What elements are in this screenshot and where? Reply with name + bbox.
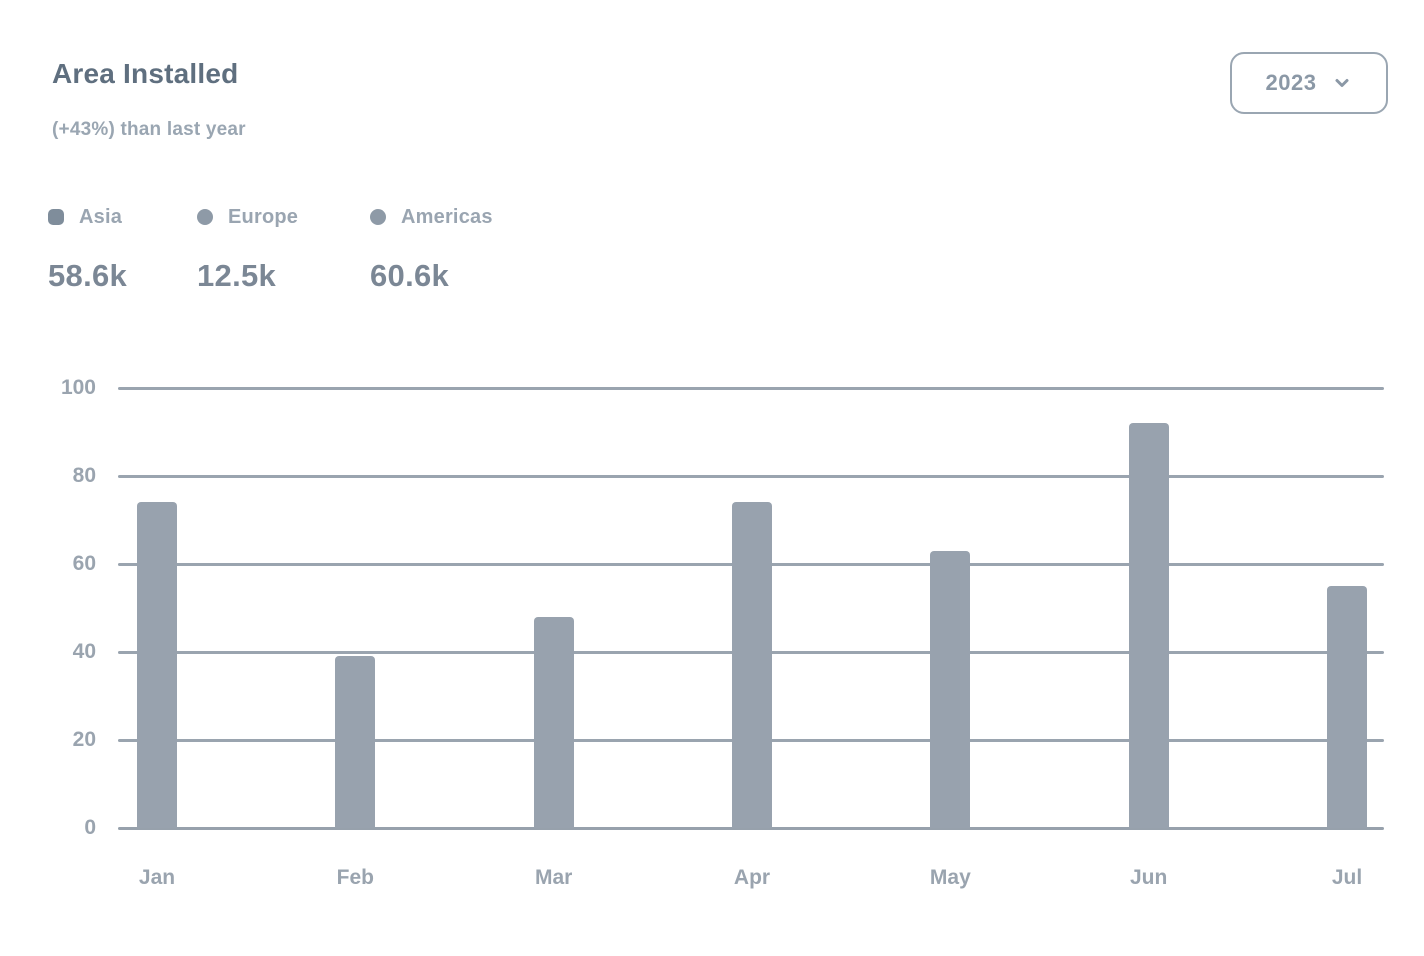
x-axis-tick-label: Apr — [733, 866, 771, 889]
grid-line-80 — [118, 475, 1384, 478]
legend-label: Americas — [401, 205, 493, 228]
legend-value: 58.6k — [48, 258, 128, 293]
x-axis-tick-label: Mar — [534, 866, 573, 889]
y-axis-tick-label: 20 — [72, 728, 96, 751]
year-selector-button[interactable]: 2023 — [1230, 52, 1388, 114]
x-axis-tick-label: Jul — [1331, 866, 1363, 889]
asia-marker-icon — [48, 209, 64, 225]
legend-item-americas: Americas 60.6k — [370, 200, 493, 294]
americas-marker-icon — [370, 209, 386, 225]
legend-item-asia: Asia 58.6k — [48, 200, 127, 294]
y-axis-tick-label: 60 — [72, 552, 96, 575]
year-selector-value: 2023 — [1265, 70, 1317, 95]
chart-plot: Jan Feb Mar Apr May Jun Jul — [118, 387, 1384, 889]
bar-chart: Jan Feb Mar Apr May Jun Jul 0 20 40 60 80 100 — [0, 376, 1424, 936]
y-axis-tick-label: 80 — [72, 464, 96, 487]
bar-feb[interactable] — [335, 656, 376, 828]
legend-item-europe: Europe 12.5k — [197, 200, 298, 294]
legend-value: 60.6k — [370, 258, 450, 293]
grid-line-100 — [118, 387, 1384, 390]
legend-label: Asia — [79, 205, 123, 228]
page-title: Area Installed — [52, 58, 239, 89]
bar-apr[interactable] — [732, 502, 772, 828]
y-axis-tick-label: 0 — [84, 816, 96, 839]
legend-label: Europe — [228, 205, 299, 228]
y-axis-tick-label: 40 — [72, 640, 96, 663]
x-axis-tick-label: Feb — [336, 866, 374, 889]
bar-jul[interactable] — [1327, 586, 1367, 828]
bar-jan[interactable] — [137, 502, 177, 828]
x-axis-tick-label: Jun — [1129, 866, 1168, 889]
chevron-down-icon — [1332, 73, 1352, 93]
bar-jun[interactable] — [1128, 423, 1169, 828]
x-axis-tick-label: Jan — [138, 866, 176, 889]
legend-value: 12.5k — [197, 258, 277, 293]
y-axis-tick-label: 100 — [60, 376, 96, 399]
chart-legend: Asia 58.6k Europe 12.5k Americas 60.6k — [48, 200, 748, 320]
bar-mar[interactable] — [533, 616, 574, 828]
bar-may[interactable] — [930, 550, 971, 828]
europe-marker-icon — [197, 209, 213, 225]
page-subtitle: (+43%) than last year — [52, 119, 246, 140]
grid-line-0 — [118, 827, 1384, 830]
x-axis-tick-label: May — [929, 866, 971, 889]
